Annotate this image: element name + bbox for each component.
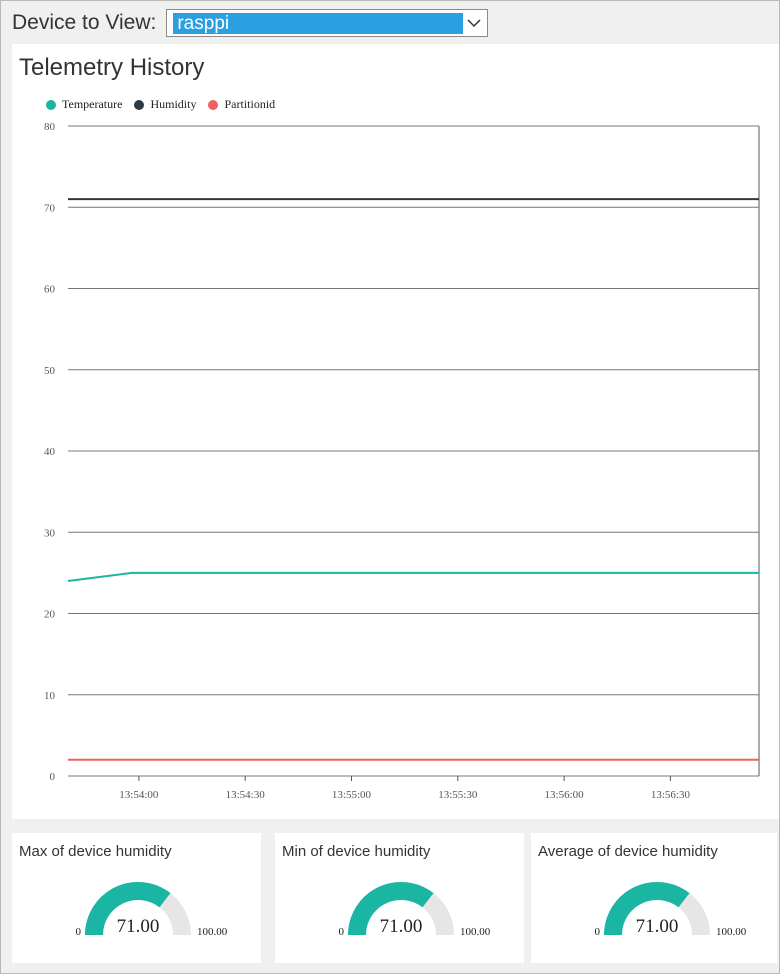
device-picker-label: Device to View: — [12, 11, 157, 34]
y-tick-label: 30 — [44, 527, 56, 539]
x-tick-label: 13:54:30 — [226, 789, 266, 801]
chart-title: Telemetry History — [19, 54, 205, 81]
chevron-down-icon[interactable] — [461, 10, 487, 36]
gauge-title: Max of device humidity — [19, 843, 172, 860]
legend-label: Partitionid — [224, 97, 276, 111]
gauge-min-label: 0 — [339, 926, 345, 938]
gauge-title: Average of device humidity — [538, 843, 718, 860]
x-tick-label: 13:56:00 — [545, 789, 585, 801]
x-tick-label: 13:55:00 — [332, 789, 372, 801]
gauge-max-label: 100.00 — [460, 926, 491, 938]
x-tick-label: 13:54:00 — [119, 789, 159, 801]
gauge-fill — [348, 882, 434, 936]
gauge-value: 71.00 — [636, 916, 679, 937]
gauge-card-average: Average of device humidity 71.00 0 100.00 — [531, 833, 777, 963]
y-tick-label: 40 — [44, 446, 56, 458]
gauge-min: 71.00 0 100.00 — [339, 882, 491, 938]
y-tick-label: 80 — [44, 121, 56, 133]
gauge-max-label: 100.00 — [197, 926, 228, 938]
gauge-max-label: 100.00 — [716, 926, 747, 938]
x-tick-label: 13:55:30 — [438, 789, 478, 801]
y-tick-label: 0 — [50, 771, 56, 783]
telemetry-chart-panel: Telemetry History Temperature Humidity Par… — [12, 44, 779, 819]
chart-legend: Temperature Humidity Partitionid — [46, 97, 287, 112]
y-tick-label: 10 — [44, 690, 56, 702]
gauge-value: 71.00 — [117, 916, 160, 937]
y-tick-label: 60 — [44, 284, 56, 296]
y-tick-label: 70 — [44, 202, 56, 214]
y-tick-label: 20 — [44, 609, 56, 621]
legend-item-temperature[interactable]: Temperature — [46, 97, 122, 112]
device-picker: Device to View: rasppi — [12, 7, 489, 39]
legend-label: Humidity — [150, 97, 197, 111]
gauge-average: 71.00 0 100.00 — [595, 882, 747, 938]
device-select[interactable]: rasppi — [166, 9, 489, 37]
legend-dot — [208, 99, 219, 110]
gauge-value: 71.00 — [380, 916, 423, 937]
legend-dot — [46, 99, 56, 110]
gauge-fill — [85, 882, 171, 936]
gauge-title: Min of device humidity — [282, 843, 431, 860]
gauge-max: 71.00 0 100.00 — [76, 882, 228, 938]
y-tick-label: 50 — [44, 365, 56, 377]
x-tick-label: 13:56:30 — [651, 789, 691, 801]
device-select-value: rasppi — [173, 13, 464, 34]
legend-item-humidity[interactable]: Humidity — [134, 97, 196, 112]
gauge-card-max: Max of device humidity 71.00 0 100.00 — [12, 833, 261, 963]
series-line-temperature — [67, 571, 759, 582]
legend-item-partitionid[interactable]: Partitionid — [208, 97, 275, 112]
gauge-min-label: 0 — [76, 926, 82, 938]
gauge-fill — [604, 882, 690, 936]
legend-label: Temperature — [62, 97, 123, 111]
legend-dot — [134, 99, 145, 110]
gauge-card-min: Min of device humidity 71.00 0 100.00 — [275, 833, 524, 963]
gauge-min-label: 0 — [595, 926, 601, 938]
telemetry-chart: 0 10 20 30 40 50 60 70 80 13:54:00 13:54:30 13:55:0… — [44, 121, 760, 801]
